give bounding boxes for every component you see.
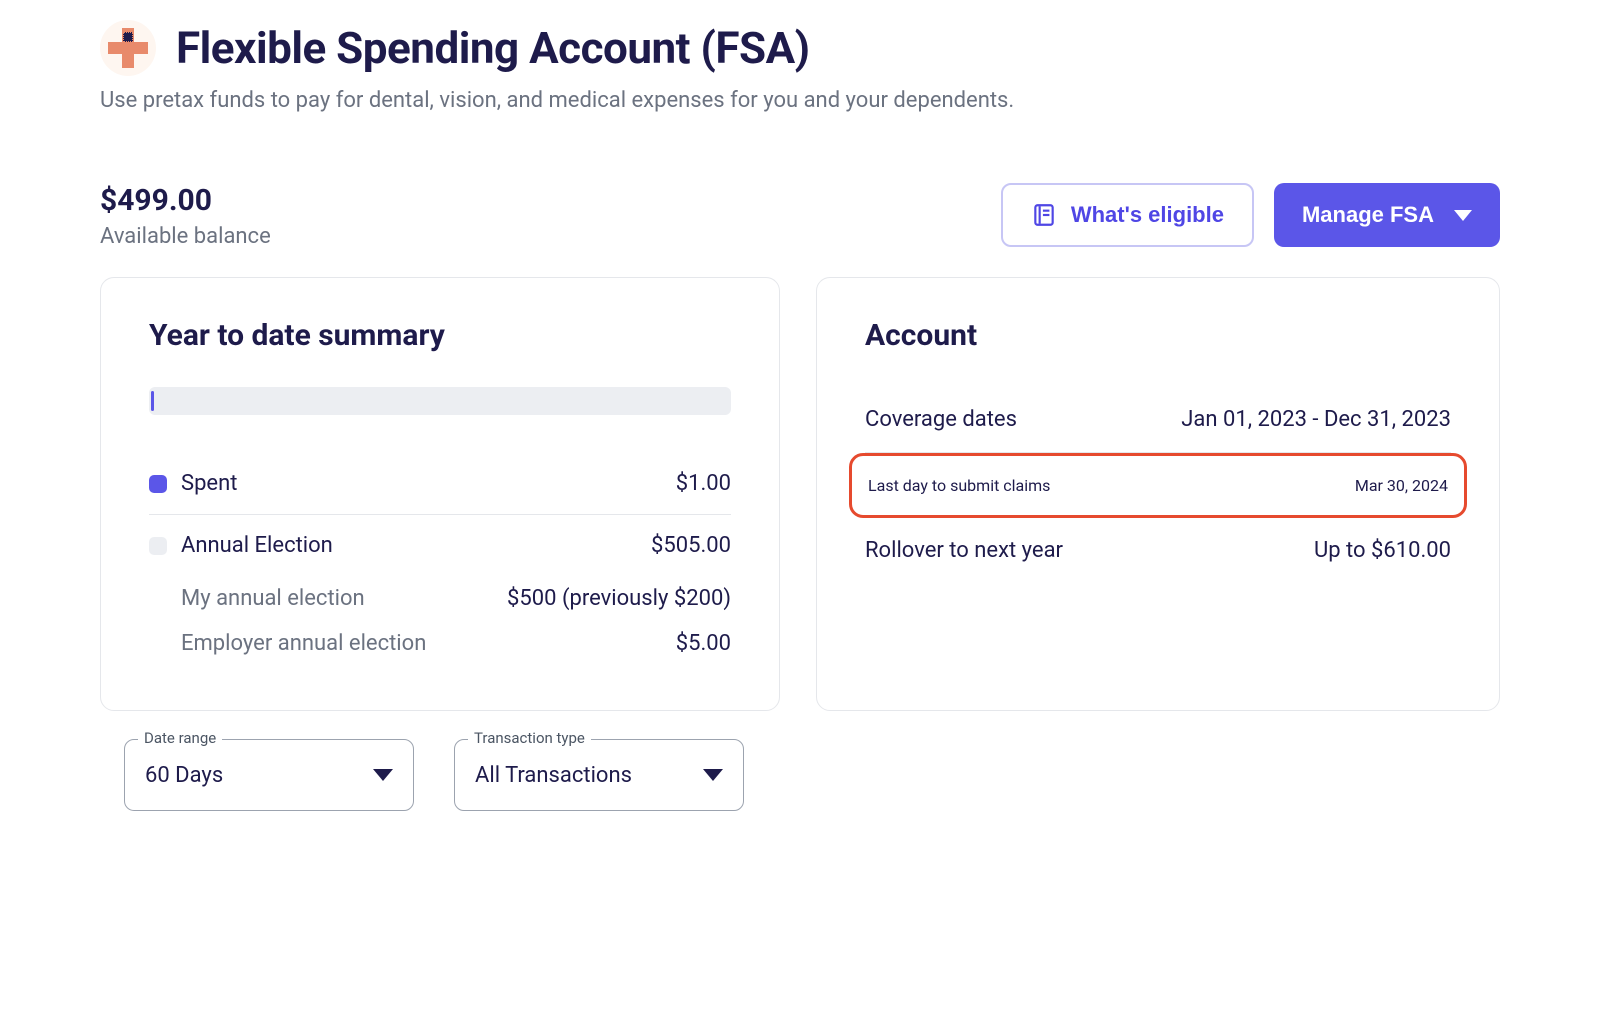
claims-deadline-highlight: Last day to submit claims Mar 30, 2024	[849, 453, 1467, 518]
chevron-down-icon	[703, 769, 723, 781]
annual-label: Annual Election	[181, 533, 333, 558]
employer-election-row: Employer annual election $5.00	[149, 621, 731, 666]
chevron-down-icon	[1454, 210, 1472, 221]
balance-label: Available balance	[100, 224, 271, 249]
claims-label: Last day to submit claims	[868, 476, 1050, 495]
my-election-label: My annual election	[181, 586, 365, 611]
fsa-icon	[100, 20, 156, 76]
account-panel: Account Coverage dates Jan 01, 2023 - De…	[816, 277, 1500, 711]
transaction-type-label: Transaction type	[468, 729, 591, 747]
date-range-label: Date range	[138, 729, 222, 747]
coverage-value: Jan 01, 2023 - Dec 31, 2023	[1181, 407, 1451, 432]
manage-fsa-label: Manage FSA	[1302, 202, 1434, 228]
date-range-select[interactable]: 60 Days	[124, 739, 414, 811]
coverage-dates-row: Coverage dates Jan 01, 2023 - Dec 31, 20…	[865, 387, 1451, 453]
rollover-row: Rollover to next year Up to $610.00	[865, 518, 1451, 583]
panels-row: Year to date summary Spent $1.00 Annual …	[100, 277, 1500, 711]
coverage-label: Coverage dates	[865, 407, 1017, 432]
employer-election-value: $5.00	[676, 631, 731, 656]
medical-cross-icon	[108, 28, 148, 68]
page-header: Flexible Spending Account (FSA)	[100, 20, 1500, 76]
annual-value: $505.00	[651, 533, 731, 558]
whats-eligible-label: What's eligible	[1071, 202, 1224, 228]
balance-amount: $499.00	[100, 183, 271, 218]
page-title: Flexible Spending Account (FSA)	[176, 22, 810, 74]
rollover-label: Rollover to next year	[865, 538, 1063, 563]
manage-fsa-button[interactable]: Manage FSA	[1274, 183, 1500, 247]
claims-value: Mar 30, 2024	[1355, 476, 1448, 495]
transaction-type-field: Transaction type All Transactions	[454, 739, 744, 811]
annual-election-row: Annual Election $505.00	[149, 514, 731, 576]
my-election-value: $500 (previously $200)	[507, 586, 731, 611]
spent-label: Spent	[181, 471, 237, 496]
date-range-field: Date range 60 Days	[124, 739, 414, 811]
filters-row: Date range 60 Days Transaction type All …	[124, 739, 1500, 811]
annual-legend-dot	[149, 537, 167, 555]
progress-bar	[149, 387, 731, 415]
balance-actions-row: $499.00 Available balance What's eligibl…	[100, 183, 1500, 249]
action-buttons: What's eligible Manage FSA	[1001, 183, 1500, 247]
balance-block: $499.00 Available balance	[100, 183, 271, 249]
spent-legend-dot	[149, 475, 167, 493]
claims-deadline-row: Last day to submit claims Mar 30, 2024	[868, 476, 1448, 495]
account-title: Account	[865, 318, 1451, 353]
page-subtitle: Use pretax funds to pay for dental, visi…	[100, 88, 1500, 113]
progress-mark	[151, 391, 154, 411]
my-election-row: My annual election $500 (previously $200…	[149, 576, 731, 621]
spent-row: Spent $1.00	[149, 453, 731, 514]
ytd-title: Year to date summary	[149, 318, 731, 353]
ytd-summary-panel: Year to date summary Spent $1.00 Annual …	[100, 277, 780, 711]
transaction-type-value: All Transactions	[475, 763, 632, 788]
book-icon	[1031, 202, 1057, 228]
spent-value: $1.00	[676, 471, 731, 496]
chevron-down-icon	[373, 769, 393, 781]
employer-election-label: Employer annual election	[181, 631, 426, 656]
rollover-value: Up to $610.00	[1314, 538, 1451, 563]
whats-eligible-button[interactable]: What's eligible	[1001, 183, 1254, 247]
transaction-type-select[interactable]: All Transactions	[454, 739, 744, 811]
date-range-value: 60 Days	[145, 763, 223, 788]
